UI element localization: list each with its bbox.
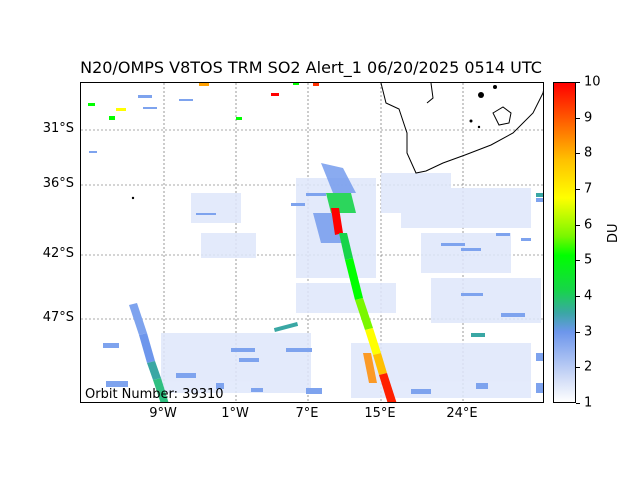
africa-coastline xyxy=(380,83,543,174)
colorbar-tick-mark xyxy=(576,296,580,297)
colorbar-tick-label: 10 xyxy=(584,74,601,90)
colorbar-unit: DU xyxy=(606,223,621,243)
colorbar-tick-mark xyxy=(576,403,580,404)
colorbar-tick-label: 6 xyxy=(584,217,593,233)
lat-label-42s: 42°S xyxy=(42,246,74,261)
colorbar-tick-mark xyxy=(576,82,580,83)
colorbar-tick-label: 3 xyxy=(584,324,593,340)
colorbar xyxy=(553,82,576,403)
colorbar-tick-mark xyxy=(576,153,580,155)
colorbar-tick-label: 1 xyxy=(584,395,593,411)
colorbar-tick-label: 8 xyxy=(584,145,593,161)
orbit-number: Orbit Number: 39310 xyxy=(85,387,224,402)
colorbar-tick-mark xyxy=(576,367,580,369)
map-panel xyxy=(80,82,544,403)
colorbar-tick-mark xyxy=(576,331,580,333)
so2-swath-left xyxy=(129,303,169,402)
colorbar-tick-label: 4 xyxy=(584,288,593,304)
coastline-islands xyxy=(131,85,497,200)
lon-label-7e: 7°E xyxy=(295,406,319,421)
lat-label-31s: 31°S xyxy=(42,121,74,136)
lon-label-24e: 24°E xyxy=(446,406,478,421)
so2-blue-streaks xyxy=(89,95,543,394)
colorbar-tick-label: 2 xyxy=(584,359,593,375)
colorbar-tick-label: 5 xyxy=(584,252,593,268)
colorbar-tick-label: 9 xyxy=(584,110,593,126)
lat-label-36s: 36°S xyxy=(42,176,74,191)
colorbar-tick-label: 7 xyxy=(584,181,593,197)
so2-hotspot-streaks xyxy=(88,83,319,120)
colorbar-tick-mark xyxy=(576,224,580,226)
lon-label-15e: 15°E xyxy=(364,406,396,421)
lat-label-47s: 47°S xyxy=(42,310,74,325)
colorbar-tick-mark xyxy=(576,117,580,119)
lon-label-1w: 1°W xyxy=(221,406,249,421)
map-title: N20/OMPS V8TOS TRM SO2 Alert_1 06/20/202… xyxy=(80,58,542,77)
colorbar-tick-mark xyxy=(576,260,580,262)
so2-teal-streaks xyxy=(273,193,543,337)
so2-map xyxy=(81,83,543,402)
colorbar-tick-mark xyxy=(576,189,580,190)
lon-label-9w: 9°W xyxy=(149,406,177,421)
so2-swath-main xyxy=(313,163,397,402)
